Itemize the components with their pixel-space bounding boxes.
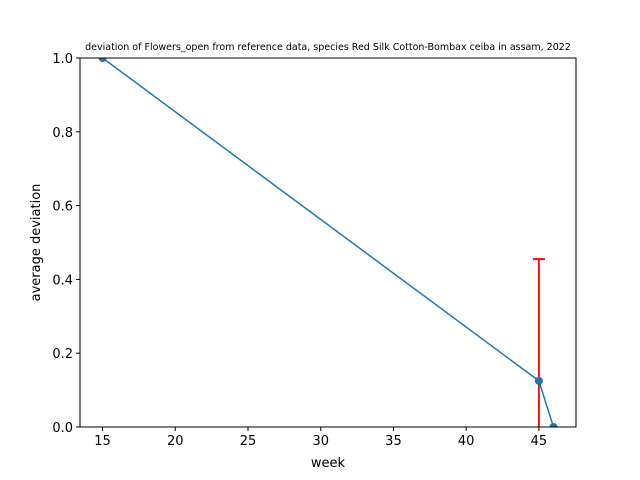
y-axis-label: average deviation (29, 184, 44, 302)
series-line (102, 58, 555, 427)
x-axis-label: week (311, 456, 346, 471)
x-tick-label: 25 (240, 434, 257, 449)
y-tick-label: 0.8 (52, 126, 73, 141)
y-tick-label: 0.4 (52, 273, 73, 288)
x-tick-label: 15 (94, 434, 111, 449)
axes-frame (79, 57, 577, 428)
x-tick-label: 40 (458, 434, 475, 449)
x-tick-label: 30 (312, 434, 329, 449)
x-tick-label: 45 (531, 434, 548, 449)
y-tick-label: 1.0 (52, 52, 73, 67)
y-tick-label: 0.0 (52, 421, 73, 436)
y-tick-label: 0.2 (52, 347, 73, 362)
x-tick-label: 20 (167, 434, 184, 449)
x-axis-ticks: 15 20 25 30 35 40 45 (94, 427, 547, 449)
y-axis-ticks: 0.0 0.2 0.4 0.6 0.8 1.0 (52, 52, 80, 436)
chart-title: deviation of Flowers_open from reference… (85, 42, 571, 53)
data-point (98, 58, 107, 62)
x-tick-label: 35 (385, 434, 402, 449)
data-point (534, 376, 543, 385)
plot-area (98, 58, 558, 427)
data-point (549, 423, 558, 427)
y-tick-label: 0.6 (52, 200, 73, 215)
